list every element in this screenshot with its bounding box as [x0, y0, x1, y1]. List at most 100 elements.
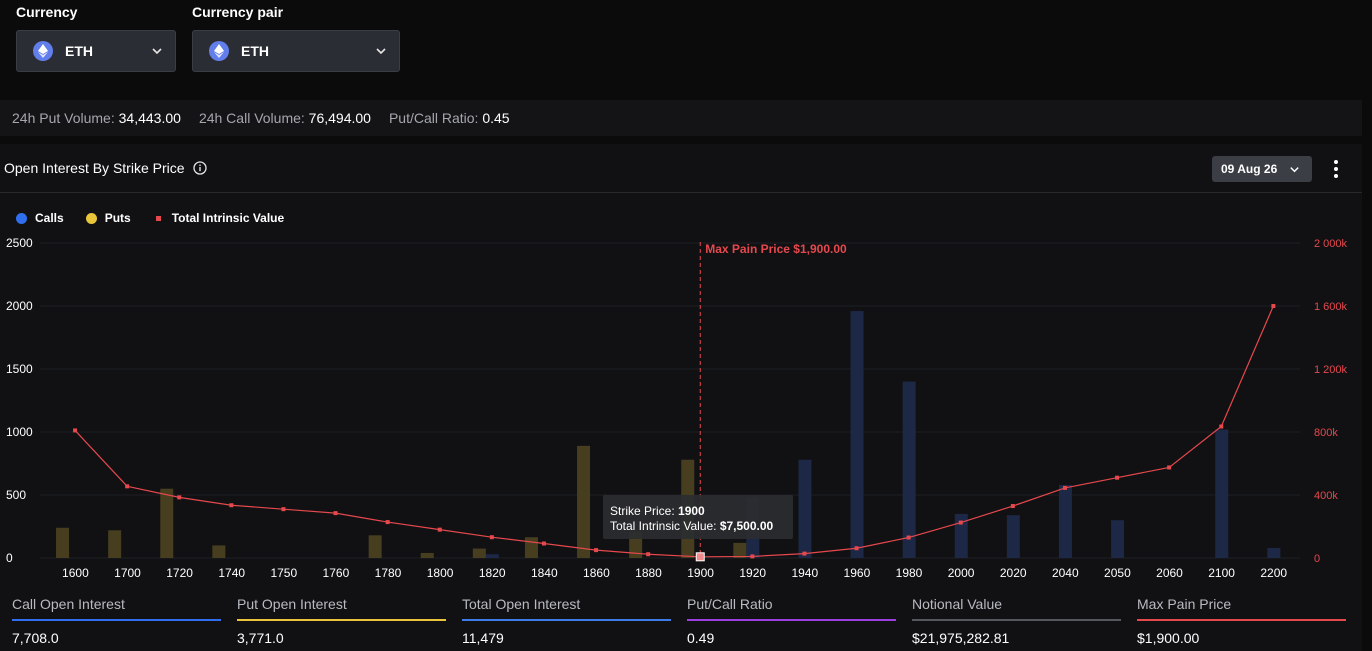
call-bar [1111, 520, 1125, 558]
put-volume-label: 24h Put Volume: [12, 110, 115, 126]
intrinsic-value-point [73, 428, 78, 433]
put-bar [733, 542, 747, 558]
intrinsic-value-point [802, 551, 807, 556]
x-tick-label: 1600 [62, 566, 89, 580]
x-tick-label: 1760 [323, 566, 350, 580]
x-tick-label: 2200 [1260, 566, 1287, 580]
intrinsic-value-point [385, 520, 390, 525]
tooltip-box [603, 495, 793, 539]
metric-label: Put Open Interest [237, 596, 347, 612]
metric-value: 7,708.0 [12, 630, 59, 646]
intrinsic-value-point [1115, 475, 1120, 480]
call-bar [485, 554, 499, 558]
legend-intrinsic[interactable]: Total Intrinsic Value [153, 211, 284, 225]
put-bar [420, 552, 434, 558]
call-bar [1058, 484, 1072, 558]
put-bar [577, 445, 591, 558]
x-tick-label: 1980 [896, 566, 923, 580]
summary-metric: Notional Value $21,975,282.81 [912, 596, 1121, 646]
metric-value: 11,479 [462, 630, 504, 646]
intrinsic-value-point [489, 535, 494, 540]
open-interest-chart: 0 500 1000 1500 2000 2500 0 400k 800k 1 200k 1 600… [6, 236, 1348, 580]
tooltip-value: Total Intrinsic Value: $7,500.00 [610, 519, 774, 533]
put-call-ratio-label: Put/Call Ratio: [388, 110, 479, 126]
x-tick-label: 1800 [427, 566, 454, 580]
x-tick-label: 1880 [635, 566, 662, 580]
currency-pair-dropdown[interactable]: ETH [192, 30, 400, 72]
metric-label: Call Open Interest [12, 596, 125, 612]
y-left-tick-label: 1000 [6, 425, 33, 439]
info-icon[interactable] [192, 161, 207, 175]
currency-dropdown[interactable]: ETH [16, 30, 176, 72]
y-left-tick-label: 1500 [6, 362, 33, 376]
more-options-icon[interactable] [1328, 158, 1344, 180]
put-bar [368, 535, 382, 558]
x-tick-label: 1720 [166, 566, 193, 580]
put-bar [212, 545, 226, 558]
x-tick-label: 1860 [583, 566, 610, 580]
x-tick-label: 2000 [948, 566, 975, 580]
currency-value: ETH [65, 43, 93, 59]
x-tick-label: 1940 [791, 566, 818, 580]
y-right-tick-label: 1 200k [1314, 364, 1348, 376]
summary-metric: Put Open Interest 3,771.0 [237, 596, 446, 646]
legend-puts-label: Puts [104, 211, 131, 225]
intrinsic-square-icon [155, 215, 161, 221]
tooltip-strike: Strike Price: 1900 [610, 504, 705, 518]
put-bar [56, 527, 70, 558]
y-left-tick-label: 2000 [6, 299, 33, 313]
max-pain-label: Max Pain Price $1,900.00 [705, 242, 847, 256]
put-bar [524, 537, 538, 558]
call-bar [954, 513, 968, 558]
call-bar [1267, 547, 1281, 558]
legend-puts[interactable]: Puts [85, 211, 131, 225]
call-bar [850, 311, 864, 558]
y-left-tick-label: 2500 [6, 236, 33, 250]
intrinsic-value-point [594, 548, 599, 553]
intrinsic-value-point [854, 546, 859, 551]
legend-calls[interactable]: Calls [16, 211, 64, 225]
currency-selector: Currency ETH [16, 4, 176, 72]
highlighted-point [695, 552, 705, 562]
y-right-tick-label: 800k [1314, 427, 1338, 439]
calls-dot-icon [16, 212, 27, 224]
put-call-ratio-value: 0.45 [482, 110, 510, 126]
metric-underline [912, 619, 1121, 621]
chart-legend: Calls Puts Total Intrinsic Value [16, 211, 306, 225]
metric-value: 0.49 [687, 630, 715, 646]
intrinsic-value-line [74, 305, 1274, 558]
x-tick-label: 1960 [844, 566, 871, 580]
intrinsic-value-point [958, 520, 963, 525]
intrinsic-value-point [1219, 424, 1224, 429]
summary-metric: Put/Call Ratio 0.49 [687, 596, 896, 646]
intrinsic-value-point [333, 511, 338, 516]
ethereum-icon [33, 41, 53, 61]
expiry-date-dropdown[interactable]: 09 Aug 26 [1212, 156, 1312, 182]
metric-label: Max Pain Price [1137, 596, 1232, 612]
y-right-tick-label: 2 000k [1314, 238, 1348, 250]
intrinsic-value-point [281, 507, 286, 512]
volume-stats-bar: 24h Put Volume: 34,443.00 24h Call Volum… [0, 100, 1362, 136]
y-right-tick-label: 1 600k [1314, 301, 1348, 313]
intrinsic-value-point [229, 503, 234, 508]
intrinsic-value-point [1271, 304, 1276, 308]
expiry-date-value: 09 Aug 26 [1221, 162, 1278, 176]
intrinsic-value-point [1010, 504, 1015, 509]
metric-underline [237, 619, 446, 621]
call-bar [1215, 429, 1229, 558]
intrinsic-value-point [646, 552, 651, 557]
currency-pair-selector: Currency pair ETH [192, 4, 400, 72]
metric-underline [462, 619, 671, 621]
call-bar [902, 381, 916, 558]
call-volume-value: 76,494.00 [308, 110, 371, 126]
metric-underline [687, 619, 896, 621]
intrinsic-value-point [1062, 485, 1067, 490]
x-tick-label: 2060 [1156, 566, 1183, 580]
currency-pair-label: Currency pair [192, 4, 284, 20]
x-tick-label: 1920 [739, 566, 766, 580]
y-right-tick-label: 400k [1314, 490, 1338, 502]
metric-value: $21,975,282.81 [912, 630, 1010, 646]
intrinsic-value-point [750, 554, 755, 559]
ethereum-icon [209, 41, 229, 61]
put-call-ratio-stat: Put/Call Ratio: 0.45 [389, 110, 510, 126]
